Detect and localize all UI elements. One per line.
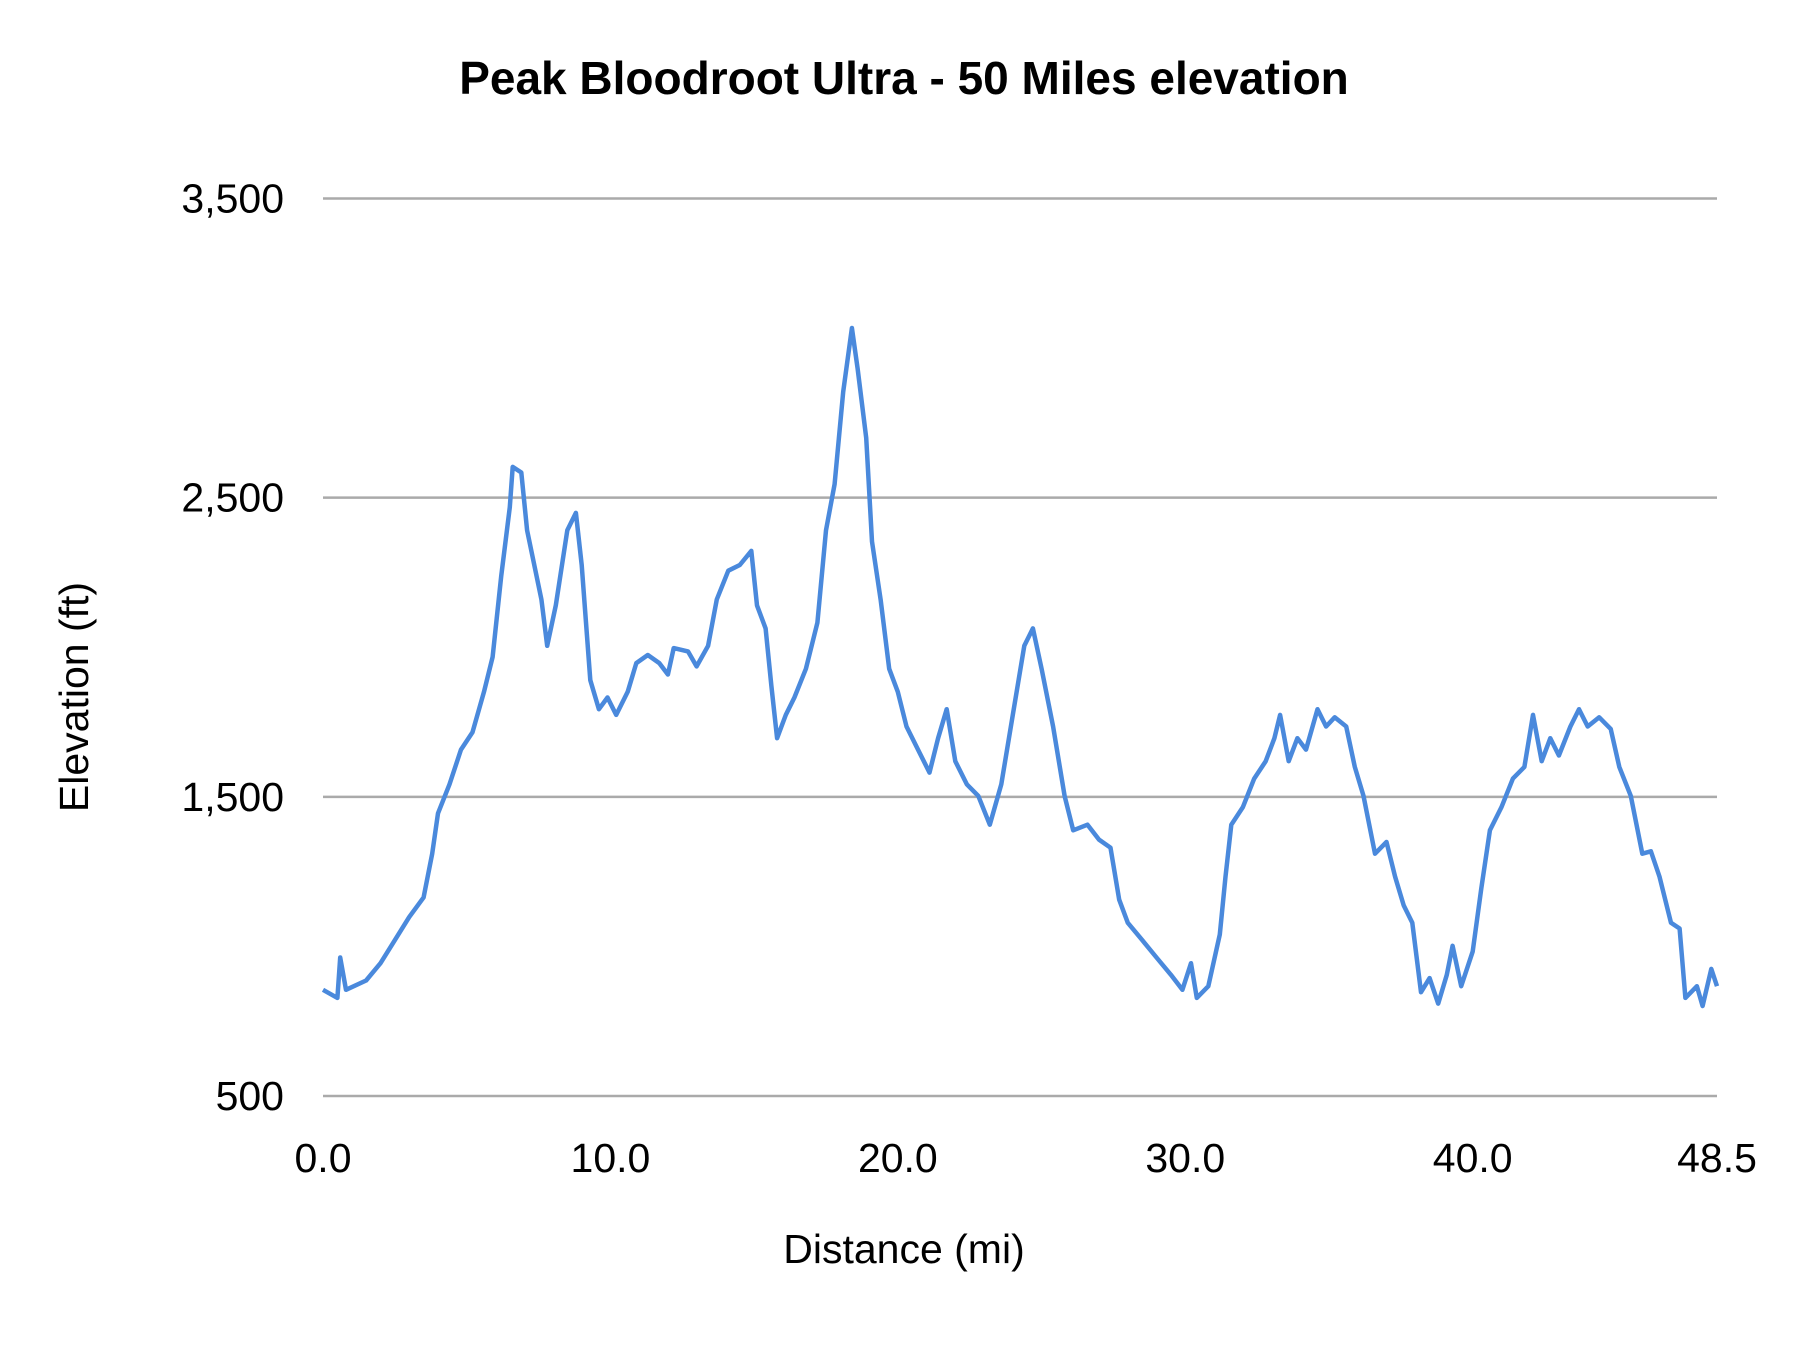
x-axis-label: Distance (mi) xyxy=(783,1226,1024,1272)
x-tick-label: 10.0 xyxy=(571,1135,651,1181)
elevation-line xyxy=(321,325,1720,1009)
x-tick-label: 20.0 xyxy=(858,1135,938,1181)
y-tick-label: 500 xyxy=(216,1073,284,1119)
x-tick-labels: 0.0 10.0 20.0 30.0 40.0 48.5 xyxy=(295,1135,1757,1181)
y-tick-label: 2,500 xyxy=(181,475,284,521)
x-tick-label: 40.0 xyxy=(1433,1135,1513,1181)
y-axis-label: Elevation (ft) xyxy=(51,582,97,812)
y-tick-labels: 500 1,500 2,500 3,500 xyxy=(181,176,284,1120)
y-tick-label: 3,500 xyxy=(181,176,284,222)
y-tick-label: 1,500 xyxy=(181,774,284,820)
chart-title: Peak Bloodroot Ultra - 50 Miles elevatio… xyxy=(459,52,1349,104)
gridlines xyxy=(323,197,1717,1098)
x-tick-label: 48.5 xyxy=(1677,1135,1757,1181)
x-tick-label: 30.0 xyxy=(1145,1135,1225,1181)
x-tick-label: 0.0 xyxy=(295,1135,352,1181)
